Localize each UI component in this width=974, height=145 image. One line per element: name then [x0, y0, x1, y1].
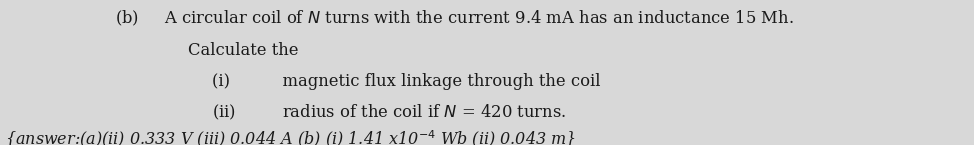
Text: Calculate the: Calculate the [188, 41, 298, 59]
Text: (ii)         radius of the coil if $N$ = 420 turns.: (ii) radius of the coil if $N$ = 420 tur… [212, 103, 567, 122]
Text: (i)          magnetic flux linkage through the coil: (i) magnetic flux linkage through the co… [212, 73, 601, 90]
Text: (b)     A circular coil of $N$ turns with the current 9.4 mA has an inductance 1: (b) A circular coil of $N$ turns with th… [115, 9, 794, 28]
Text: {answer:(a)(ii) 0.333 V (iii) 0.044 A (b) (i) 1.41 x10$^{-4}$ Wb (ii) 0.043 m}: {answer:(a)(ii) 0.333 V (iii) 0.044 A (b… [5, 128, 576, 145]
